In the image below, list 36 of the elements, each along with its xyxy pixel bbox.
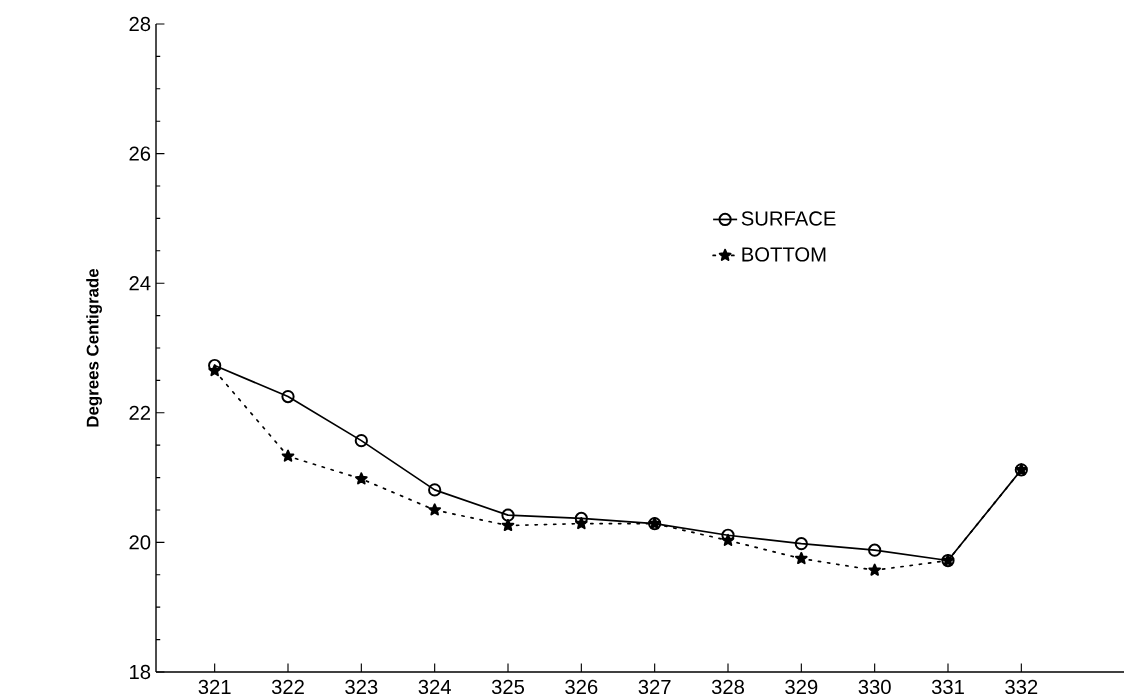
point [355, 472, 368, 485]
x-tick-label: 326 [565, 679, 598, 695]
y-tick-label: 22 [129, 405, 151, 420]
point [868, 543, 882, 557]
point [795, 551, 808, 565]
x-tick-label: 322 [271, 679, 304, 695]
x-tick-label: 331 [931, 679, 964, 695]
x-tick-label: 329 [785, 679, 818, 695]
point [501, 518, 515, 532]
point [868, 563, 881, 576]
point [574, 516, 588, 530]
point [354, 434, 368, 448]
x-tick-label: 328 [711, 679, 745, 695]
y-tick-label: 28 [129, 16, 151, 32]
x-tick-label: 332 [1005, 679, 1038, 695]
point [501, 508, 515, 522]
x-tick-label: 321 [198, 679, 231, 695]
x-tick-label: 327 [638, 679, 671, 695]
x-tick-label: 325 [491, 679, 525, 695]
point [428, 483, 442, 497]
y-tick-label: 18 [130, 664, 151, 680]
y-tick-label: 20 [129, 535, 151, 550]
y-axis-title: Degrees Centigrade [86, 268, 102, 427]
point [208, 364, 222, 377]
point [281, 389, 295, 404]
point [281, 449, 295, 462]
legend-label: SURFACE [741, 211, 836, 226]
point [794, 537, 808, 551]
x-tick-label: 323 [345, 679, 378, 695]
x-tick-label: 330 [858, 679, 891, 695]
y-tick-label: 26 [129, 146, 151, 161]
point [721, 533, 735, 546]
legend-label: BOTTOM [742, 247, 826, 262]
x-tick-label: 324 [418, 679, 451, 695]
y-tick-label: 24 [129, 276, 151, 291]
point [428, 503, 442, 516]
